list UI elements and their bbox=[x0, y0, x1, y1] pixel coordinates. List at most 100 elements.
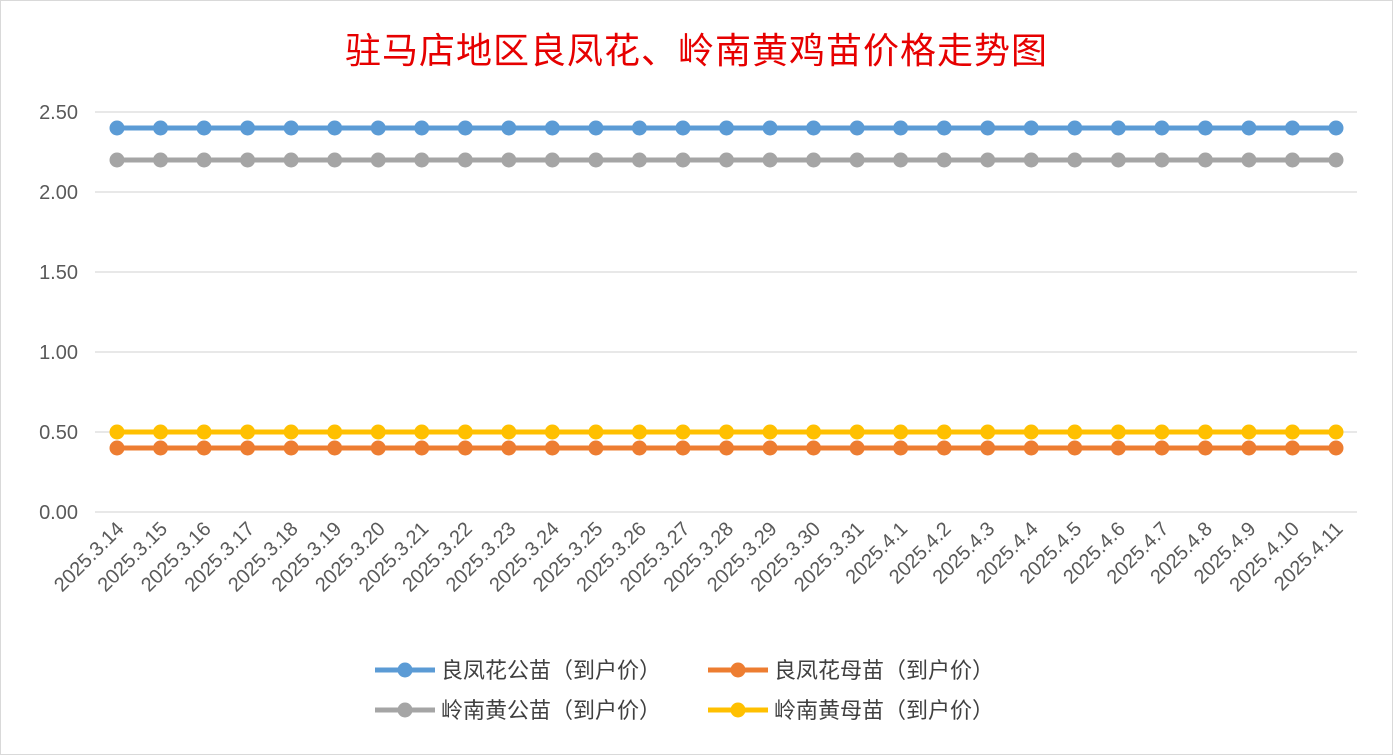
data-point bbox=[544, 440, 560, 456]
data-point bbox=[457, 120, 473, 136]
data-point bbox=[849, 120, 865, 136]
data-point bbox=[327, 424, 343, 440]
data-point bbox=[240, 152, 256, 168]
data-point bbox=[283, 152, 299, 168]
chart-title: 驻马店地区良凤花、岭南黄鸡苗价格走势图 bbox=[344, 31, 1048, 72]
data-point bbox=[283, 120, 299, 136]
data-point bbox=[1197, 152, 1213, 168]
data-point bbox=[109, 440, 125, 456]
legend-label: 岭南黄公苗（到户价） bbox=[441, 699, 661, 724]
data-point bbox=[283, 440, 299, 456]
data-point bbox=[1154, 440, 1170, 456]
data-point bbox=[240, 120, 256, 136]
data-point bbox=[588, 440, 604, 456]
data-point bbox=[893, 120, 909, 136]
data-point bbox=[109, 152, 125, 168]
data-point bbox=[806, 120, 822, 136]
data-point bbox=[1241, 440, 1257, 456]
data-point bbox=[588, 120, 604, 136]
data-point bbox=[675, 424, 691, 440]
data-point bbox=[1197, 440, 1213, 456]
data-point bbox=[1023, 120, 1039, 136]
data-point bbox=[762, 152, 778, 168]
data-point bbox=[457, 440, 473, 456]
data-point bbox=[414, 424, 430, 440]
legend-label: 良凤花母苗（到户价） bbox=[774, 659, 994, 684]
data-point bbox=[501, 152, 517, 168]
data-point bbox=[1284, 152, 1300, 168]
data-point bbox=[806, 152, 822, 168]
data-point bbox=[719, 440, 734, 456]
data-point bbox=[1023, 440, 1039, 456]
data-point bbox=[1067, 120, 1083, 136]
data-point bbox=[1110, 120, 1126, 136]
data-point bbox=[457, 152, 473, 168]
data-point bbox=[588, 424, 604, 440]
data-point bbox=[283, 424, 299, 440]
data-point bbox=[893, 424, 909, 440]
data-point bbox=[370, 424, 386, 440]
y-tick-label: 0.00 bbox=[39, 502, 78, 524]
series-2 bbox=[109, 440, 1344, 456]
data-point bbox=[370, 440, 386, 456]
data-point bbox=[501, 440, 517, 456]
data-point bbox=[980, 120, 996, 136]
legend-swatch-marker bbox=[397, 662, 413, 678]
data-point bbox=[501, 424, 517, 440]
data-point bbox=[1328, 120, 1344, 136]
data-point bbox=[1154, 152, 1170, 168]
data-point bbox=[109, 424, 125, 440]
data-point bbox=[719, 152, 734, 168]
data-point bbox=[414, 120, 430, 136]
data-point bbox=[980, 440, 996, 456]
data-point bbox=[631, 440, 647, 456]
data-point bbox=[1110, 440, 1126, 456]
y-tick-label: 1.50 bbox=[39, 262, 78, 284]
data-point bbox=[1067, 424, 1083, 440]
data-point bbox=[327, 152, 343, 168]
data-point bbox=[153, 152, 169, 168]
data-point bbox=[762, 424, 778, 440]
data-point bbox=[240, 440, 256, 456]
data-point bbox=[370, 120, 386, 136]
series-4 bbox=[109, 424, 1344, 440]
data-point bbox=[893, 152, 909, 168]
data-point bbox=[980, 424, 996, 440]
data-point bbox=[980, 152, 996, 168]
data-point bbox=[544, 120, 560, 136]
data-point bbox=[1023, 424, 1039, 440]
data-point bbox=[1197, 120, 1213, 136]
legend: 良凤花公苗（到户价） 良凤花母苗（到户价） 岭南黄公苗（到户价） 岭南黄母苗（到户价） bbox=[375, 659, 994, 724]
legend-label: 良凤花公苗（到户价） bbox=[441, 659, 661, 684]
data-point bbox=[762, 120, 778, 136]
y-tick-label: 2.50 bbox=[39, 102, 78, 124]
data-point bbox=[153, 424, 169, 440]
legend-item: 良凤花母苗（到户价） bbox=[708, 659, 994, 684]
legend-swatch-marker bbox=[397, 702, 413, 718]
data-point bbox=[544, 152, 560, 168]
data-point bbox=[327, 440, 343, 456]
x-axis-ticks: 2025.3.142025.3.152025.3.162025.3.172025… bbox=[50, 518, 1347, 596]
data-point bbox=[501, 120, 517, 136]
data-point bbox=[675, 440, 691, 456]
data-point bbox=[414, 152, 430, 168]
legend-label: 岭南黄母苗（到户价） bbox=[774, 699, 994, 724]
data-point bbox=[109, 120, 125, 136]
data-point bbox=[196, 440, 212, 456]
data-point bbox=[1154, 120, 1170, 136]
data-point bbox=[153, 440, 169, 456]
data-point bbox=[1241, 424, 1257, 440]
data-point bbox=[240, 424, 256, 440]
data-point bbox=[1241, 120, 1257, 136]
data-point bbox=[414, 440, 430, 456]
data-point bbox=[936, 440, 952, 456]
data-point bbox=[1023, 152, 1039, 168]
data-point bbox=[675, 120, 691, 136]
data-point bbox=[1067, 152, 1083, 168]
data-point bbox=[1197, 424, 1213, 440]
data-point bbox=[1284, 424, 1300, 440]
data-point bbox=[1154, 424, 1170, 440]
series-1 bbox=[109, 120, 1344, 136]
data-point bbox=[1284, 120, 1300, 136]
